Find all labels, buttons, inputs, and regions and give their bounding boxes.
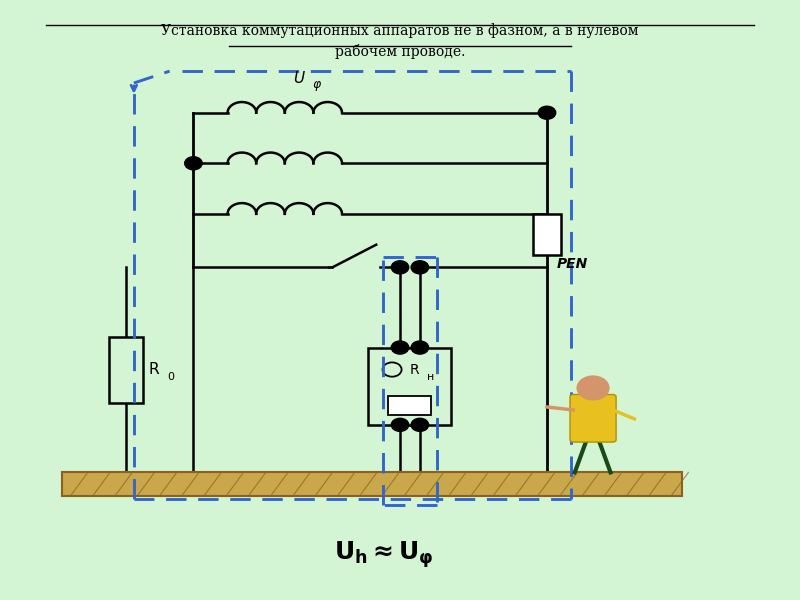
- Text: φ: φ: [313, 79, 321, 91]
- Text: PEN: PEN: [557, 257, 588, 271]
- Circle shape: [391, 341, 409, 354]
- Circle shape: [391, 418, 409, 431]
- Text: 0: 0: [167, 372, 174, 382]
- FancyBboxPatch shape: [570, 395, 616, 442]
- Text: R: R: [148, 362, 158, 377]
- Bar: [368, 347, 451, 425]
- Text: $\mathbf{U_h \approx U_\varphi}$: $\mathbf{U_h \approx U_\varphi}$: [334, 539, 434, 570]
- Text: U: U: [293, 71, 304, 86]
- Circle shape: [391, 261, 409, 274]
- Bar: [533, 214, 562, 256]
- Text: рабочем проводе.: рабочем проводе.: [335, 44, 465, 59]
- Text: Установка коммутационных аппаратов не в фазном, а в нулевом: Установка коммутационных аппаратов не в …: [162, 23, 638, 38]
- Circle shape: [538, 106, 556, 119]
- Text: н: н: [427, 372, 434, 382]
- Circle shape: [411, 418, 429, 431]
- Text: R: R: [410, 362, 419, 377]
- Circle shape: [577, 376, 609, 400]
- Circle shape: [185, 157, 202, 170]
- Circle shape: [411, 341, 429, 354]
- Bar: [62, 472, 682, 496]
- Circle shape: [411, 261, 429, 274]
- Bar: [110, 337, 142, 403]
- Bar: [388, 396, 431, 415]
